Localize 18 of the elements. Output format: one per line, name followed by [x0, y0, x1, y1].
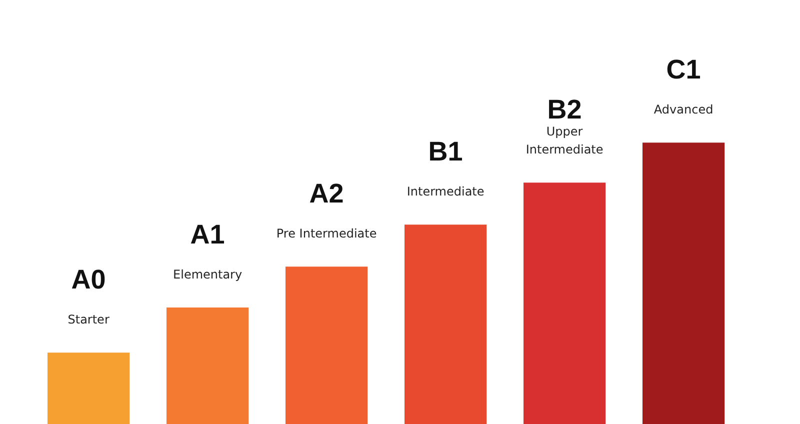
x-tick-label: A0: [71, 264, 106, 295]
annotation: Upper Intermediate: [526, 124, 604, 157]
x-tick-label: B2: [547, 94, 582, 125]
annotation: Advanced: [654, 102, 714, 117]
annotation: Starter: [68, 312, 110, 327]
x-tick-label: C1: [666, 54, 701, 85]
bar: [166, 308, 249, 424]
x-tick-label: A1: [190, 220, 225, 250]
x-tick-label: B1: [428, 136, 463, 167]
annotation: Intermediate: [406, 184, 484, 199]
bar: [642, 142, 725, 424]
bar: [404, 224, 487, 424]
bar: [524, 182, 606, 424]
bar: [48, 352, 130, 424]
x-tick-label: A2: [309, 178, 344, 209]
bar: [286, 266, 368, 424]
annotation: Elementary: [173, 268, 242, 282]
annotation: Pre Intermediate: [276, 226, 377, 241]
